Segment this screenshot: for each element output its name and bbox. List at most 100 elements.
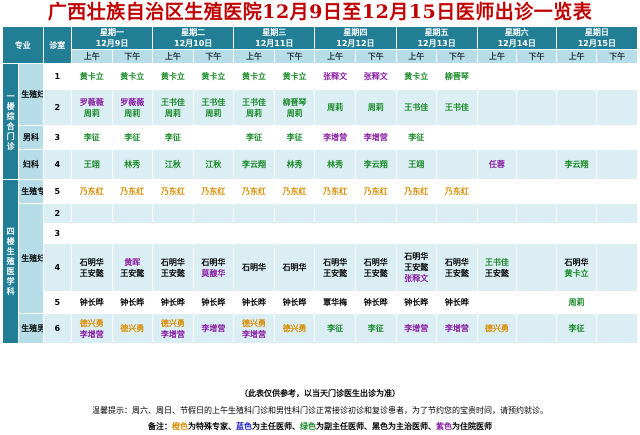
schedule-cell: 乃东红 <box>354 179 397 204</box>
schedule-cell: 乃东红 <box>314 179 356 204</box>
doctor-name: 乃东红 <box>444 187 469 196</box>
doctor-name: 李征 <box>83 133 100 142</box>
legend-note: 备注：橙色为特殊专家、蓝色为主任医师、绿色为副主任医师、黑色为主治医师、紫色为住… <box>0 421 640 432</box>
room-number: 5 <box>42 291 72 314</box>
schedule-cell <box>516 223 557 244</box>
doctor-name: 林秀 <box>124 160 141 169</box>
doctor-name: 罗薇薇 <box>79 97 104 107</box>
doctor-name: 王书佳 <box>444 103 469 112</box>
schedule-cell <box>555 63 598 90</box>
schedule-cell <box>596 223 638 244</box>
doctor-name: 钟长晔 <box>363 298 388 307</box>
am-header: 上午 <box>152 49 194 64</box>
schedule-cell <box>192 203 235 224</box>
legend-color-green: 绿色 <box>300 422 316 431</box>
schedule-cell: 钟长晔 <box>152 291 194 314</box>
weekday-label: 星期日 <box>584 28 609 37</box>
schedule-cell: 石明华 <box>273 243 316 292</box>
doctor-name: 李云翔 <box>564 160 589 169</box>
room-number: 3 <box>42 223 72 244</box>
doctor-name: 周莉 <box>327 103 344 112</box>
schedule-cell: 乃东红 <box>192 179 235 204</box>
schedule-cell: 李云翔 <box>555 149 598 180</box>
specialty-label: 男科 <box>18 125 44 150</box>
schedule-cell <box>516 203 557 224</box>
table-row: 妇科 4 王翊 林秀 江秋 江秋 李云翔 林秀 林秀 李云翔 王翊 任蓉 李云翔 <box>3 149 638 180</box>
doctor-name: 乃东红 <box>201 187 226 196</box>
date-label: 12月15日 <box>577 39 616 48</box>
doctor-name: 德兴勇 <box>282 324 307 333</box>
legend-color-orange: 橙色 <box>172 422 188 431</box>
doctor-name: 德兴勇 <box>484 324 509 333</box>
group-label: 一楼综合门诊 <box>1 63 20 180</box>
schedule-cell: 王书佳 王安懿 <box>476 243 518 292</box>
legend-meaning: 为特殊专家、 <box>188 422 236 431</box>
doctor-name: 林秀 <box>327 160 344 169</box>
schedule-cell: 钟长晔 <box>233 291 275 314</box>
schedule-cell <box>476 223 518 244</box>
schedule-cell <box>192 223 235 244</box>
schedule-cell: 李增营 <box>314 125 356 150</box>
schedule-cell: 乃东红 <box>273 179 316 204</box>
schedule-cell: 林秀 <box>111 149 154 180</box>
doctor-name: 周莉 <box>205 108 222 118</box>
doctor-name: 王安懿 <box>363 268 388 278</box>
weekday-label: 星期六 <box>504 28 529 37</box>
table-row: 一楼综合门诊生殖妇科1黄卡立黄卡立黄卡立黄卡立黄卡立黄卡立张释文张释文黄卡立柳晋… <box>1 63 638 180</box>
weekday-label: 星期三 <box>262 28 287 37</box>
doctor-name: 石明华 <box>160 257 185 267</box>
schedule-cell: 王书佳 <box>436 89 478 126</box>
schedule-cell <box>596 63 638 90</box>
schedule-cell <box>476 89 518 126</box>
schedule-cell: 李云翔 <box>233 149 275 180</box>
schedule-cell: 柳晋琴 <box>436 63 478 90</box>
schedule-cell: 李征 <box>273 125 316 150</box>
schedule-cell <box>152 223 194 244</box>
group-label-text: 一楼综合门诊 <box>6 91 15 151</box>
schedule-cell: 李增营 <box>192 313 235 344</box>
schedule-cell <box>516 149 557 180</box>
reference-note: （此表仅供参考，以当天门诊医生出诊为准） <box>240 389 400 398</box>
schedule-cell: 覃华梅 <box>314 291 356 314</box>
schedule-cell <box>596 243 638 292</box>
am-header: 上午 <box>555 49 598 64</box>
pm-header: 下午 <box>111 49 154 64</box>
doctor-name: 李征 <box>164 133 181 142</box>
schedule-cell <box>555 89 598 126</box>
group-label-text: 四楼生殖医学科 <box>6 226 15 296</box>
doctor-name: 黄卡立 <box>282 72 307 81</box>
schedule-cell: 钟长晔 <box>192 291 235 314</box>
schedule-table: 专业 诊室 星期一 12月9日 星期二 12月10日 星期三 12月11日 星期四 12月12… <box>1 26 639 344</box>
table-row: 2 罗薇薇 周莉 罗薇薇 周莉 王书佳 周莉 王书佳 周莉 王书佳 周莉 柳晋琴 周莉 周莉 周莉 王书佳 王书… <box>3 89 638 126</box>
schedule-cell <box>233 223 275 244</box>
doctor-name: 钟长晔 <box>282 298 307 307</box>
schedule-cell: 周莉 <box>314 89 356 126</box>
day-header: 星期四 12月12日 <box>314 26 397 50</box>
schedule-cell <box>70 203 113 224</box>
schedule-cell <box>354 223 397 244</box>
doctor-name: 王安懿 <box>404 263 429 272</box>
table-row: 3 <box>3 223 638 244</box>
pm-header: 下午 <box>516 49 557 64</box>
schedule-cell: 黄卡立 <box>192 63 235 90</box>
schedule-cell: 李云翔 <box>354 149 397 180</box>
schedule-cell: 钟长晔 <box>111 291 154 314</box>
doctor-name: 钟长晔 <box>79 298 104 307</box>
weekday-label: 星期四 <box>343 28 368 37</box>
date-label: 12月11日 <box>255 39 294 48</box>
schedule-cell: 黄卡立 <box>152 63 194 90</box>
schedule-cell <box>555 179 598 204</box>
schedule-cell <box>111 223 154 244</box>
schedule-cell: 王书佳 周莉 <box>192 89 235 126</box>
schedule-cell: 钟长晔 <box>436 291 478 314</box>
schedule-cell: 罗薇薇 周莉 <box>111 89 154 126</box>
doctor-name: 王书佳 <box>160 97 185 107</box>
doctor-name: 钟长晔 <box>120 298 145 307</box>
doctor-name: 柳晋琴 <box>444 72 469 81</box>
schedule-cell: 乃东红 <box>395 179 438 204</box>
day-header: 星期日 12月15日 <box>555 26 639 50</box>
schedule-cell <box>516 291 557 314</box>
doctor-name: 张释文 <box>404 274 429 283</box>
schedule-cell: 罗薇薇 周莉 <box>70 89 113 126</box>
table-row: 四楼生殖医学科生殖专家5乃东红乃东红乃东红乃东红乃东红乃东红乃东红乃东红乃东红乃… <box>1 179 638 344</box>
